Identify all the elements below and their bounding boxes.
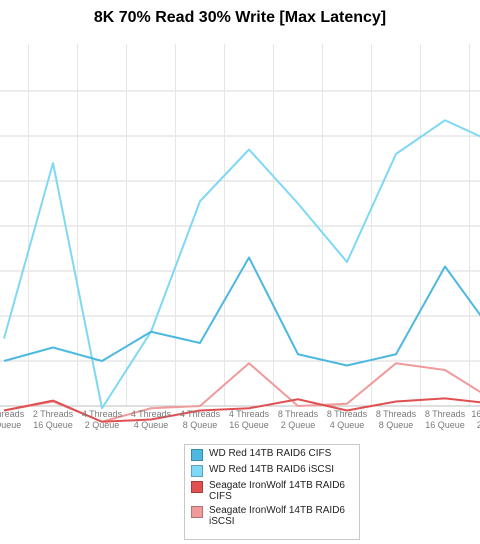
x-tick-label: 8 Threads 16 Queue [425, 409, 466, 430]
legend-label: WD Red 14TB RAID6 iSCSI [209, 464, 335, 475]
x-tick-label: 2 Threads 16 Queue [33, 409, 74, 430]
legend-swatch [191, 506, 203, 518]
x-tick-label: 4 Threads 4 Queue [131, 409, 172, 430]
legend-label: Seagate IronWolf 14TB RAID6 iSCSI [209, 505, 345, 527]
legend-label: Seagate IronWolf 14TB RAID6 CIFS [209, 480, 345, 502]
legend-label: WD Red 14TB RAID6 CIFS [209, 448, 332, 459]
series-line [3, 119, 480, 410]
legend-swatch [191, 481, 203, 493]
chart-title: 8K 70% Read 30% Write [Max Latency] [93, 9, 387, 26]
legend-swatch [191, 449, 203, 461]
x-tick-label: 8 Threads 2 Queue [278, 409, 319, 430]
x-tick-label: 4 Threads 8 Queue [180, 409, 221, 430]
legend-swatch [191, 465, 203, 477]
x-tick-label: 4 Threads 16 Queue [229, 409, 270, 430]
legend-item: WD Red 14TB RAID6 CIFS [189, 448, 355, 461]
x-tick-label: 4 Threads 2 Queue [82, 409, 123, 430]
legend-item: WD Red 14TB RAID6 iSCSI [189, 464, 355, 477]
legend-item: Seagate IronWolf 14TB RAID6 iSCSI [189, 505, 355, 527]
legend-item: Seagate IronWolf 14TB RAID6 CIFS [189, 480, 355, 502]
series-layer [3, 119, 480, 423]
x-tick-label: 8 Threads 8 Queue [376, 409, 417, 430]
x-tick-label: 8 Threads 4 Queue [327, 409, 368, 430]
series-line [3, 397, 480, 423]
series-line [3, 256, 480, 367]
legend: WD Red 14TB RAID6 CIFS WD Red 14TB RAID6 … [184, 444, 360, 540]
